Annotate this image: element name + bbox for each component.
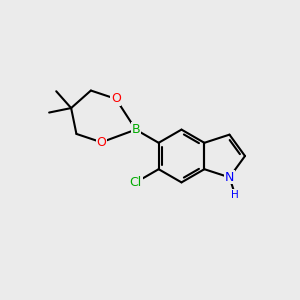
Text: H: H <box>231 190 239 200</box>
Text: N: N <box>225 171 234 184</box>
Text: Cl: Cl <box>130 176 142 189</box>
Text: O: O <box>97 136 106 149</box>
Text: B: B <box>131 123 140 136</box>
Text: O: O <box>111 92 121 105</box>
